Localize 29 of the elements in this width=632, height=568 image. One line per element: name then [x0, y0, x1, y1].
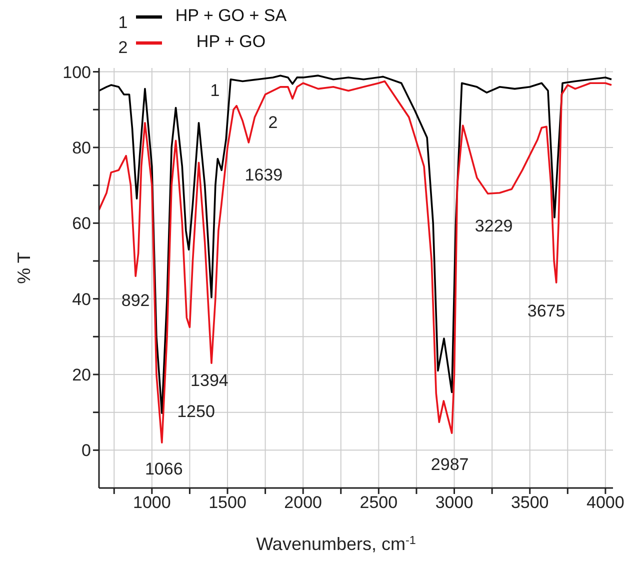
annotation: 3675 [527, 301, 566, 320]
y-tick-label: 0 [82, 441, 91, 460]
annotation: 892 [121, 291, 150, 310]
x-tick-label: 2000 [284, 493, 322, 512]
x-axis-title: Wavenumbers, cm$^{-1}$ [256, 534, 416, 554]
annotation: 2 [268, 112, 278, 132]
annotation: 1066 [144, 460, 183, 479]
y-tick-label: 60 [72, 214, 91, 234]
annotation: 2987 [430, 455, 469, 474]
x-tick-label: 1000 [133, 493, 171, 512]
x-tick-label: 1500 [208, 493, 246, 512]
y-axis-title: % T [14, 252, 34, 284]
y-tick-label: 80 [72, 138, 91, 158]
text: 2 [118, 38, 128, 57]
annotation: 1394 [190, 371, 228, 390]
annotation: 1 [210, 80, 220, 100]
annotation: 1639 [244, 165, 283, 184]
x-tick-label: 3000 [435, 493, 474, 512]
legend-label: HP + GO + SA [174, 5, 288, 28]
legend-label: HP + GO [195, 31, 267, 54]
text: 1 [118, 12, 128, 32]
annotation: 1250 [177, 402, 215, 421]
x-tick-label: 4000 [586, 493, 624, 512]
y-tick-label: 20 [72, 366, 91, 385]
x-tick-label: 2500 [360, 493, 398, 512]
x-tick-label: 3500 [510, 493, 549, 512]
y-tick-label: 100 [62, 62, 91, 82]
annotation: 3229 [474, 216, 513, 236]
y-tick-label: 40 [72, 290, 91, 309]
